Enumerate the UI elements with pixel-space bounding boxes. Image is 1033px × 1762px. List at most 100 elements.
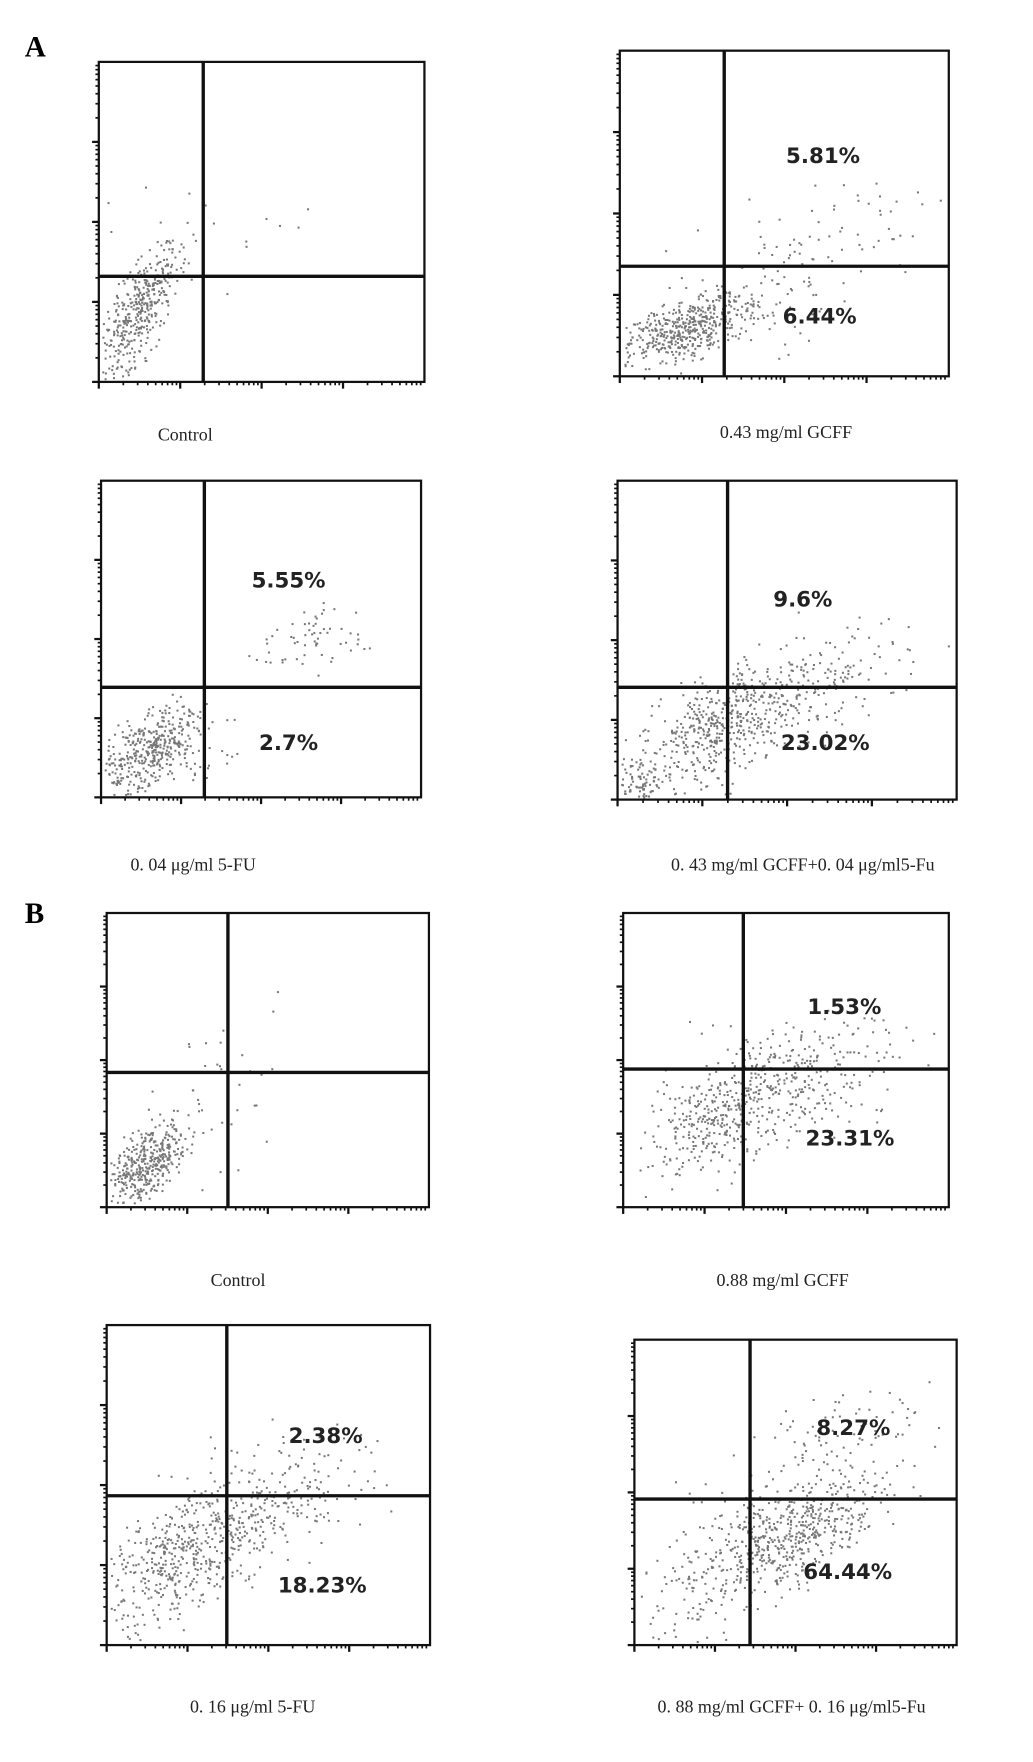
event-dot bbox=[729, 1523, 732, 1526]
event-dot bbox=[767, 1058, 770, 1061]
event-dot bbox=[814, 691, 817, 694]
event-dot bbox=[143, 744, 146, 747]
event-dot bbox=[692, 752, 695, 755]
event-dot bbox=[678, 353, 681, 356]
event-dot bbox=[755, 1065, 758, 1068]
event-dot bbox=[145, 316, 148, 319]
event-dot bbox=[717, 1086, 720, 1089]
event-dot bbox=[688, 1102, 691, 1105]
event-dot bbox=[806, 1581, 809, 1584]
event-dot bbox=[140, 1145, 143, 1148]
event-dot bbox=[624, 792, 627, 795]
event-dot bbox=[852, 1032, 855, 1035]
event-dot bbox=[793, 1501, 796, 1504]
event-dot bbox=[731, 335, 734, 338]
event-dot bbox=[126, 339, 129, 342]
event-dot bbox=[819, 1533, 822, 1536]
event-dot bbox=[699, 1526, 702, 1529]
event-dot bbox=[122, 1172, 125, 1175]
event-dot bbox=[140, 1149, 143, 1152]
event-dot bbox=[746, 664, 749, 667]
event-dot bbox=[107, 745, 110, 748]
event-dot bbox=[288, 1467, 291, 1470]
event-dot bbox=[797, 1540, 800, 1543]
event-dot bbox=[846, 1051, 849, 1054]
event-dot bbox=[237, 1548, 240, 1551]
event-dot bbox=[123, 1151, 126, 1154]
event-dot bbox=[783, 1082, 786, 1085]
event-dot bbox=[231, 1571, 234, 1574]
event-dot bbox=[183, 1504, 186, 1507]
event-dot bbox=[690, 707, 693, 710]
event-dot bbox=[170, 1539, 173, 1542]
event-dot bbox=[799, 1091, 802, 1094]
event-dot bbox=[144, 1140, 147, 1143]
event-dot bbox=[715, 332, 718, 335]
event-dot bbox=[144, 778, 147, 781]
event-dot bbox=[864, 1055, 867, 1058]
event-dot bbox=[644, 326, 647, 329]
event-dot bbox=[248, 1575, 251, 1578]
event-dot bbox=[159, 738, 162, 741]
event-dot bbox=[771, 1109, 774, 1112]
event-dot bbox=[629, 331, 632, 334]
event-dot bbox=[713, 312, 716, 315]
event-dot bbox=[812, 1536, 815, 1539]
event-dot bbox=[159, 765, 162, 768]
event-dot bbox=[697, 727, 700, 730]
event-dot bbox=[847, 1517, 850, 1520]
event-dot bbox=[801, 1486, 805, 1489]
event-dot bbox=[782, 702, 785, 705]
event-dot bbox=[322, 1516, 325, 1519]
event-dot bbox=[748, 1123, 751, 1126]
event-dot bbox=[782, 1515, 785, 1518]
event-dot bbox=[137, 1633, 140, 1636]
event-dot bbox=[893, 1494, 896, 1497]
event-dot bbox=[112, 345, 115, 348]
event-dot bbox=[134, 367, 137, 370]
plot-frame bbox=[622, 911, 950, 1209]
event-dot bbox=[219, 1534, 222, 1537]
event-dot bbox=[215, 1583, 218, 1586]
event-dot bbox=[757, 252, 760, 255]
event-dot bbox=[139, 1527, 142, 1530]
event-dot bbox=[768, 1111, 771, 1114]
event-dot bbox=[831, 1493, 834, 1496]
event-dot bbox=[713, 768, 716, 771]
event-dot bbox=[165, 300, 168, 303]
event-dot bbox=[749, 1120, 752, 1123]
event-dot bbox=[122, 353, 125, 356]
event-dot bbox=[898, 1056, 901, 1059]
event-dot bbox=[191, 752, 194, 755]
event-dot bbox=[753, 732, 756, 735]
event-dot bbox=[134, 281, 137, 284]
event-dot bbox=[655, 784, 658, 787]
event-dot bbox=[146, 317, 149, 320]
event-dot bbox=[755, 1150, 758, 1153]
event-dot bbox=[646, 347, 649, 350]
event-dot bbox=[146, 280, 149, 283]
event-dot bbox=[141, 332, 144, 335]
event-dot bbox=[353, 1470, 356, 1473]
event-dot bbox=[720, 1588, 723, 1591]
event-dot bbox=[126, 313, 129, 316]
event-dot bbox=[652, 1110, 655, 1113]
event-dot bbox=[891, 238, 894, 241]
event-dot bbox=[144, 1178, 147, 1181]
event-dot bbox=[174, 1153, 177, 1156]
event-dot bbox=[729, 1568, 732, 1571]
event-dot bbox=[115, 367, 118, 370]
event-dot bbox=[738, 738, 741, 741]
event-dot bbox=[230, 1123, 233, 1126]
event-dot bbox=[752, 1111, 755, 1114]
event-dot bbox=[154, 1167, 157, 1170]
event-dot bbox=[149, 1542, 152, 1545]
event-dot bbox=[172, 716, 175, 719]
event-dot bbox=[757, 1098, 760, 1101]
event-dot bbox=[628, 342, 631, 345]
event-dot bbox=[863, 697, 866, 701]
event-dot bbox=[176, 1594, 179, 1597]
event-dot bbox=[729, 1126, 732, 1129]
event-dot bbox=[788, 1516, 791, 1519]
event-dot bbox=[157, 758, 160, 761]
